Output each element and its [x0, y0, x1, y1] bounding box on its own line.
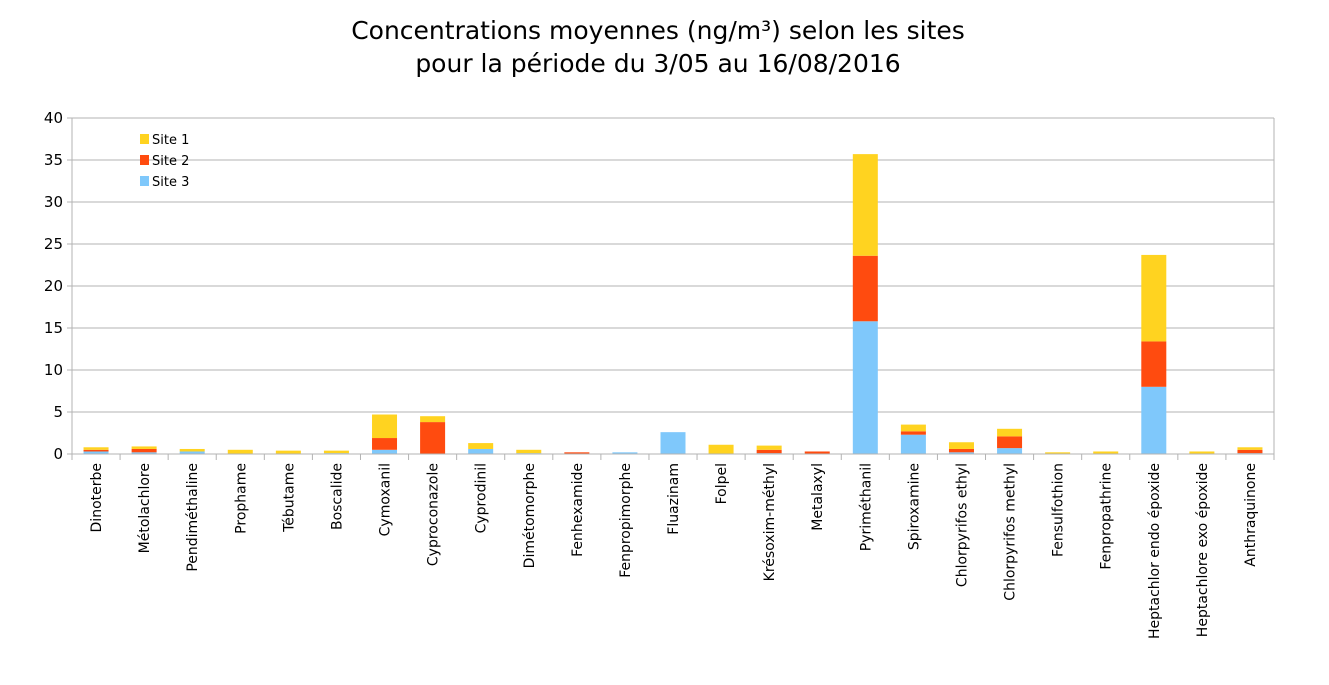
bar-site-3: [131, 452, 157, 454]
y-tick-label: 5: [53, 403, 63, 421]
x-category-label: Fensulfothion: [1051, 463, 1067, 557]
x-category-label: Fenpropimorphe: [618, 463, 634, 578]
bar-site-3: [612, 452, 638, 454]
x-category-label: Boscalide: [329, 463, 345, 530]
bar-site-2: [948, 448, 974, 453]
legend-swatch: [140, 176, 149, 186]
bar-site-1: [275, 450, 301, 454]
gridlines: [72, 117, 1274, 455]
legend-label: Site 1: [152, 133, 189, 148]
chart-title-line-2: pour la période du 3/05 au 16/08/2016: [415, 49, 901, 78]
x-category-label: Pyriméthanil: [858, 463, 874, 551]
x-category-label: Chlorpyrifos ethyl: [954, 463, 970, 587]
x-category-label: Heptachlor endo époxide: [1147, 463, 1163, 639]
bar-site-1: [1093, 451, 1119, 454]
legend: Site 1 Site 2 Site 3: [140, 133, 189, 190]
bar-site-1: [179, 448, 205, 452]
bar-site-2: [804, 451, 830, 454]
bar-site-1: [516, 449, 542, 454]
bar-site-1: [83, 447, 109, 450]
x-category-label: Cyproconazole: [426, 463, 442, 566]
bar-site-3: [852, 321, 878, 454]
x-category-label: Dimétomorphe: [522, 463, 538, 568]
x-axis: Dinoterbe Métolachlore Pendiméthaline Proph…: [71, 453, 1275, 639]
x-category-label: Tébutame: [281, 463, 297, 533]
y-tick-label: 30: [44, 193, 63, 211]
y-tick-label: 25: [44, 235, 63, 253]
bar-site-2: [131, 448, 157, 453]
bar-site-1: [900, 424, 926, 432]
bar-site-2: [900, 431, 926, 435]
legend-swatch: [140, 155, 149, 165]
y-tick-label: 20: [44, 277, 63, 295]
x-category-label: Pendiméthaline: [185, 463, 201, 572]
x-category-label: Cyprodinil: [474, 463, 490, 533]
x-category-label: Fenhexamide: [570, 463, 586, 557]
legend-label: Site 2: [152, 154, 189, 169]
bar-site-1: [708, 444, 734, 454]
y-tick-label: 10: [44, 361, 63, 379]
x-category-label: Krésoxim-méthyl: [762, 463, 778, 581]
x-category-label: Métolachlore: [137, 463, 153, 553]
x-category-label: Prophame: [233, 463, 249, 534]
bar-site-1: [420, 416, 446, 423]
y-axis: 0 5 10 15 20 25 30 35 40: [44, 109, 1275, 463]
x-category-label: Fluazinam: [666, 463, 682, 535]
chart-title-line-1: Concentrations moyennes (ng/m³) selon le…: [351, 16, 965, 45]
legend-label: Site 3: [152, 175, 189, 190]
bar-site-1: [372, 414, 398, 439]
bar-site-3: [948, 452, 974, 454]
bar-site-2: [852, 255, 878, 322]
bar-site-1: [852, 154, 878, 256]
bar-site-3: [179, 451, 205, 454]
bars: [83, 154, 1263, 454]
x-category-label: Cymoxanil: [378, 463, 394, 536]
bar-site-1: [1045, 452, 1071, 454]
chart-title: Concentrations moyennes (ng/m³) selon le…: [0, 14, 1316, 80]
y-tick-label: 35: [44, 151, 63, 169]
bar-site-2: [756, 449, 782, 454]
bar-site-1: [756, 445, 782, 450]
bar-site-3: [900, 434, 926, 454]
bar-site-2: [1141, 341, 1167, 387]
bar-site-1: [1141, 254, 1167, 342]
bar-site-1: [323, 450, 349, 454]
bar-site-2: [997, 436, 1023, 449]
bar-site-1: [1189, 451, 1215, 454]
bar-site-1: [468, 443, 494, 449]
bar-site-2: [564, 452, 590, 454]
x-category-label: Chlorpyrifos methyl: [1003, 463, 1019, 601]
x-category-label: Metalaxyl: [810, 463, 826, 531]
bar-site-1: [948, 442, 974, 449]
bar-site-3: [372, 449, 398, 454]
bar-site-1: [227, 449, 253, 454]
legend-swatch: [140, 134, 149, 144]
bar-site-1: [997, 428, 1023, 437]
bar-site-3: [1141, 386, 1167, 454]
bar-site-2: [420, 422, 446, 454]
bar-site-3: [83, 451, 109, 454]
x-category-label: Spiroxamine: [906, 463, 922, 550]
y-tick-label: 0: [53, 445, 63, 463]
bar-site-1: [1237, 447, 1263, 450]
x-category-label: Anthraquinone: [1243, 463, 1259, 567]
bar-site-3: [997, 448, 1023, 454]
bar-site-2: [372, 438, 398, 450]
y-tick-label: 15: [44, 319, 63, 337]
bar-site-3: [660, 432, 686, 454]
bar-site-1: [131, 446, 157, 449]
x-category-label: Dinoterbe: [89, 463, 105, 532]
x-category-label: Folpel: [714, 463, 730, 504]
y-tick-label: 40: [44, 109, 63, 127]
bar-site-3: [468, 448, 494, 454]
x-category-label: Fenpropathrine: [1099, 463, 1115, 570]
bar-site-2: [1237, 449, 1263, 454]
x-category-label: Heptachlore exo époxide: [1195, 463, 1211, 637]
bar-site-2: [83, 449, 109, 452]
